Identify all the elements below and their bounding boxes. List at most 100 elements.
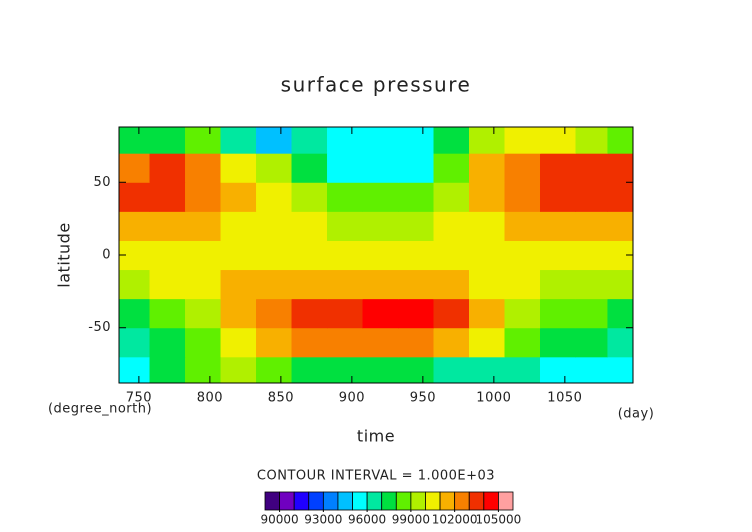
heatmap-cell <box>539 127 576 154</box>
heatmap-cell <box>291 127 328 154</box>
colorbar-swatch <box>264 491 280 511</box>
heatmap-cell <box>256 240 293 271</box>
heatmap-cell <box>256 327 293 358</box>
heatmap-cell <box>504 240 541 271</box>
heatmap-cell <box>504 182 541 212</box>
chart-title: surface pressure <box>281 73 472 97</box>
heatmap-cell <box>504 269 541 300</box>
heatmap-cell <box>256 269 293 300</box>
heatmap-cell <box>185 356 222 384</box>
heatmap-cell <box>398 269 435 300</box>
heatmap-cell <box>362 298 399 329</box>
heatmap-cell <box>256 182 293 212</box>
x-tick-label: 900 <box>339 391 365 406</box>
heatmap-cell <box>433 153 470 183</box>
heatmap-cell <box>575 182 608 212</box>
heatmap-cell <box>504 153 541 183</box>
heatmap-cell <box>362 327 399 358</box>
colorbar-swatch <box>425 491 441 511</box>
heatmap-cell <box>327 211 364 241</box>
heatmap-cell <box>256 127 293 154</box>
heatmap-cell <box>362 240 399 271</box>
heatmap-cell <box>220 127 257 154</box>
heatmap-cell <box>469 211 505 241</box>
heatmap-cell <box>469 240 505 271</box>
heatmap-cell <box>433 356 470 384</box>
heatmap-cell <box>220 240 257 271</box>
colorbar-swatch <box>279 491 295 511</box>
heatmap-cell <box>539 182 576 212</box>
heatmap-cell <box>607 269 634 300</box>
heatmap-cell <box>149 153 186 183</box>
heatmap-cell <box>362 211 399 241</box>
heatmap-cell <box>469 298 505 329</box>
heatmap-cell <box>256 298 293 329</box>
heatmap-cell <box>539 269 576 300</box>
heatmap-cell <box>327 269 364 300</box>
heatmap-cell <box>433 298 470 329</box>
heatmap-cell <box>469 127 505 154</box>
colorbar-tick-label: 93000 <box>304 513 342 527</box>
heatmap-cell <box>362 356 399 384</box>
heatmap-cell <box>398 211 435 241</box>
heatmap-cell <box>220 153 257 183</box>
colorbar-swatch <box>322 491 339 511</box>
heatmap-cell <box>539 153 576 183</box>
y-axis-label: latitude <box>55 222 74 287</box>
heatmap-cell <box>220 298 257 329</box>
heatmap-cell <box>362 182 399 212</box>
heatmap-cell <box>607 182 634 212</box>
heatmap-cell <box>291 182 328 212</box>
heatmap-cell <box>433 127 470 154</box>
y-tick-label: 50 <box>93 175 111 190</box>
heatmap-cell <box>575 327 608 358</box>
heatmap-cell <box>539 327 576 358</box>
heatmap-cell <box>504 127 541 154</box>
heatmap-cell <box>149 127 186 154</box>
heatmap-cell <box>398 240 435 271</box>
heatmap-cell <box>119 182 151 212</box>
x-tick-label: 850 <box>268 391 294 406</box>
heatmap-cell <box>469 269 505 300</box>
heatmap-cell <box>469 327 505 358</box>
heatmap-cell <box>327 327 364 358</box>
heatmap-cell <box>119 327 151 358</box>
colorbar-swatch <box>293 491 310 511</box>
heatmap-cell <box>575 211 608 241</box>
heatmap-cell <box>291 240 328 271</box>
colorbar-swatch <box>498 491 514 511</box>
heatmap-cell <box>327 356 364 384</box>
colorbar-swatch <box>337 491 353 511</box>
heatmap-cell <box>185 211 222 241</box>
heatmap-cell <box>220 211 257 241</box>
heatmap-cell <box>149 240 186 271</box>
colorbar-tick-label: 90000 <box>260 513 298 527</box>
heatmap-cell <box>607 298 634 329</box>
heatmap-cell <box>119 211 151 241</box>
heatmap-cell <box>398 182 435 212</box>
heatmap-cell <box>119 298 151 329</box>
heatmap-cell <box>607 327 634 358</box>
colorbar-swatch <box>439 491 456 511</box>
y-unit: (degree_north) <box>48 402 152 417</box>
heatmap-cell <box>607 211 634 241</box>
heatmap-cell <box>119 127 151 154</box>
heatmap-cell <box>256 211 293 241</box>
heatmap-cell <box>291 269 328 300</box>
heatmap-cell <box>291 327 328 358</box>
x-axis-label: time <box>357 427 395 446</box>
heatmap-cell <box>149 298 186 329</box>
colorbar-swatch <box>381 491 397 511</box>
heatmap-cell <box>185 298 222 329</box>
colorbar-tick-label: 105000 <box>476 513 522 527</box>
x-tick-label: 950 <box>410 391 436 406</box>
heatmap-cell <box>575 269 608 300</box>
heatmap-cell <box>398 356 435 384</box>
heatmap-cell <box>291 211 328 241</box>
colorbar-tick-label: 99000 <box>392 513 430 527</box>
x-unit: (day) <box>618 407 655 422</box>
heatmap-cell <box>220 327 257 358</box>
heatmap-cell <box>539 240 576 271</box>
heatmap-cell <box>119 356 151 384</box>
